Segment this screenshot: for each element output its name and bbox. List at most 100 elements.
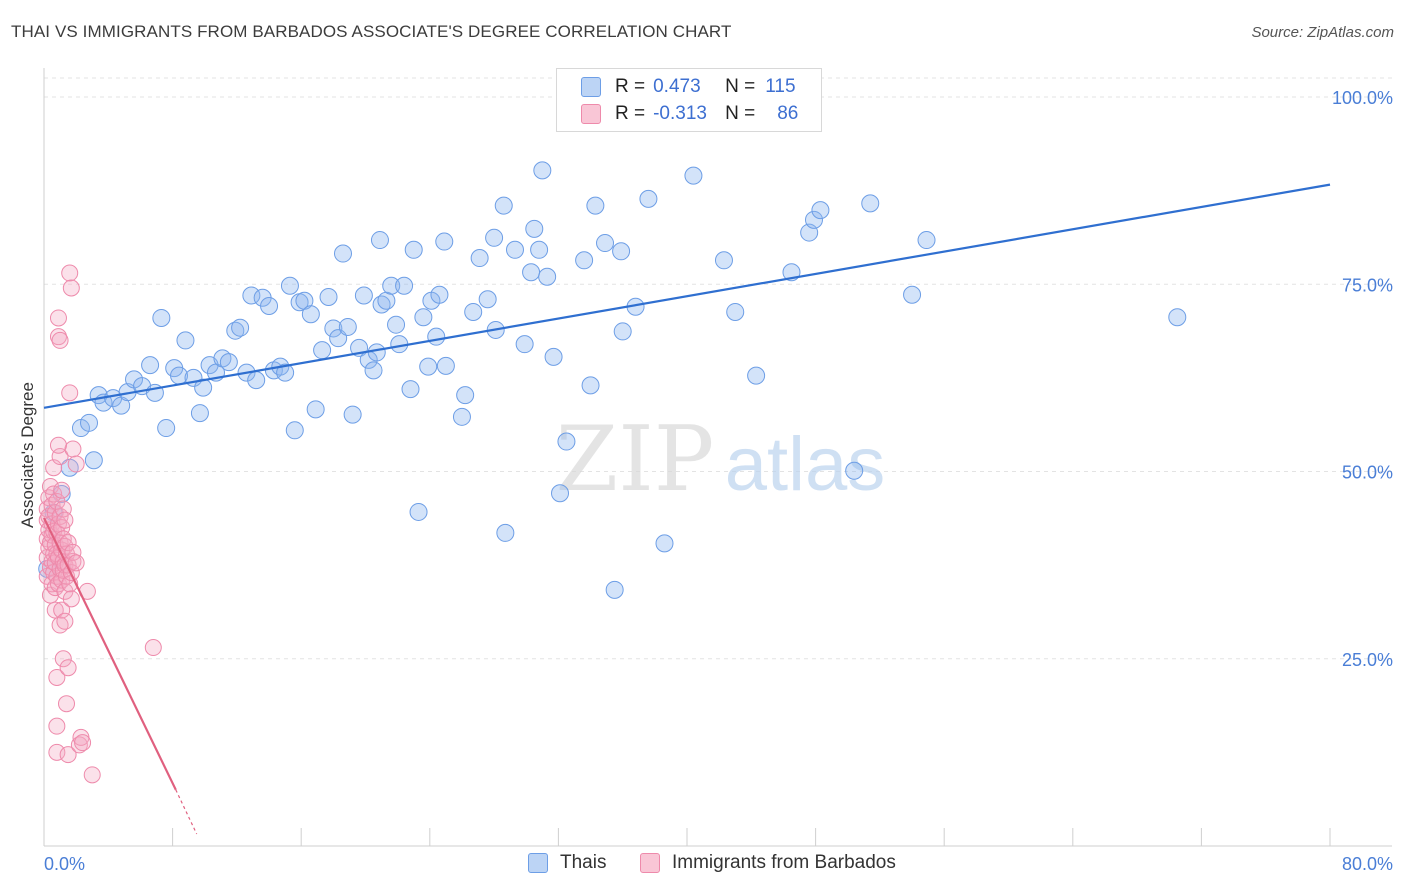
trend-lines <box>43 183 1331 835</box>
barbados-point <box>59 746 77 764</box>
thai-point <box>313 341 332 360</box>
legend-n-label: N = <box>725 103 756 124</box>
thai-point <box>354 286 373 305</box>
thai-point <box>452 407 471 426</box>
barbados-trend-extension <box>175 789 198 835</box>
barbados-point <box>67 455 85 473</box>
y-axis-label: Associate's Degree <box>18 382 37 528</box>
stats-legend: R = 0.473 N = 115 R = -0.313 N = 86 <box>556 68 822 132</box>
thai-point <box>505 240 524 259</box>
barbados-point <box>61 264 79 282</box>
barbados-point <box>49 436 67 454</box>
thai-point <box>496 523 515 542</box>
thai-point <box>343 405 362 424</box>
thai-point <box>367 343 386 362</box>
thai-point <box>845 461 864 480</box>
series-label-thais: Thais <box>560 852 607 873</box>
thai-point <box>157 419 176 438</box>
tick-labels: 25.0% 50.0% 75.0% 100.0% 0.0% 80.0% <box>44 88 1393 874</box>
thai-point <box>605 580 624 599</box>
series-swatch-thais <box>528 853 548 873</box>
thai-point <box>714 251 733 270</box>
thai-point <box>333 244 352 263</box>
x-tick-label-min: 0.0% <box>44 854 85 874</box>
barbados-point <box>53 481 71 499</box>
thai-point <box>436 356 455 375</box>
thai-point <box>586 196 605 215</box>
thai-point <box>684 166 703 185</box>
thai-point <box>285 421 304 440</box>
thai-point <box>575 251 594 270</box>
barbados-point <box>59 534 77 552</box>
barbados-point <box>62 279 80 297</box>
thai-point <box>319 287 338 306</box>
thai-point <box>726 302 745 321</box>
watermark-zip: ZIP <box>556 407 715 512</box>
barbados-point <box>59 659 77 677</box>
series-legend-barbados: Immigrants from Barbados <box>640 852 896 874</box>
axes <box>43 68 1392 847</box>
thai-point <box>338 317 357 336</box>
barbados-point <box>48 717 66 735</box>
thai-point <box>404 240 423 259</box>
barbados-point <box>74 734 92 752</box>
barbados-point <box>56 612 74 630</box>
thai-point <box>811 201 830 220</box>
legend-n-value-thais: 115 <box>765 76 796 97</box>
barbados-trend-line <box>43 517 177 791</box>
thai-point <box>544 347 563 366</box>
watermark: ZIP atlas <box>556 407 886 512</box>
thai-point <box>247 371 266 390</box>
legend-n-label: N = <box>725 76 756 97</box>
thai-point <box>427 327 446 346</box>
thai-point <box>84 451 103 470</box>
thai-point <box>1168 308 1187 327</box>
thai-point <box>903 285 922 304</box>
thai-point <box>485 228 504 247</box>
barbados-point <box>49 309 67 327</box>
thai-point <box>478 290 497 309</box>
series-label-barbados: Immigrants from Barbados <box>672 852 896 873</box>
barbados-point <box>62 590 80 608</box>
y-tick-label: 75.0% <box>1342 275 1393 295</box>
thai-point <box>525 219 544 238</box>
thai-point <box>747 366 766 385</box>
thai-point <box>515 335 534 354</box>
barbados-point <box>64 543 82 561</box>
thai-point <box>419 357 438 376</box>
thai-point <box>242 286 261 305</box>
thai-point <box>80 413 99 432</box>
thai-point <box>190 404 209 423</box>
thai-point <box>387 315 406 334</box>
thai-point <box>280 276 299 295</box>
thai-point <box>557 432 576 451</box>
series-legend: Thais Immigrants from Barbados <box>0 852 1406 876</box>
thai-point <box>456 386 475 405</box>
legend-r-value-barbados: -0.313 <box>653 103 707 124</box>
thai-point <box>324 319 343 338</box>
thai-point <box>530 240 549 259</box>
barbados-point <box>56 511 74 529</box>
thai-point <box>231 318 250 337</box>
thai-point <box>804 210 823 229</box>
thai-point <box>141 356 160 375</box>
legend-swatch-barbados <box>581 104 601 124</box>
thai-point <box>464 302 483 321</box>
thai-point <box>612 242 631 261</box>
thai-point <box>430 285 449 304</box>
thai-trend-line <box>43 183 1331 409</box>
thai-point <box>301 305 320 324</box>
thai-point <box>226 321 245 340</box>
thai-point <box>639 189 658 208</box>
thai-point <box>533 161 552 180</box>
barbados-point <box>54 650 72 668</box>
series-swatch-barbados <box>640 853 660 873</box>
thai-point <box>364 361 383 380</box>
thai-point <box>613 322 632 341</box>
legend-r-label: R = <box>615 103 646 124</box>
thai-point <box>655 534 674 553</box>
barbados-point <box>48 743 66 761</box>
barbados-point <box>64 440 82 458</box>
thai-point <box>494 196 513 215</box>
barbados-point <box>83 766 101 784</box>
